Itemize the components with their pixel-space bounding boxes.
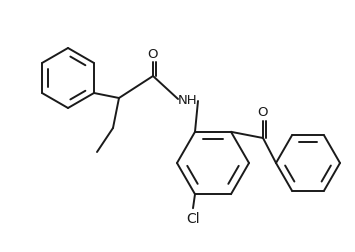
Text: NH: NH [178, 93, 198, 107]
Text: O: O [258, 107, 268, 119]
Text: Cl: Cl [186, 212, 200, 226]
Text: O: O [148, 47, 158, 60]
